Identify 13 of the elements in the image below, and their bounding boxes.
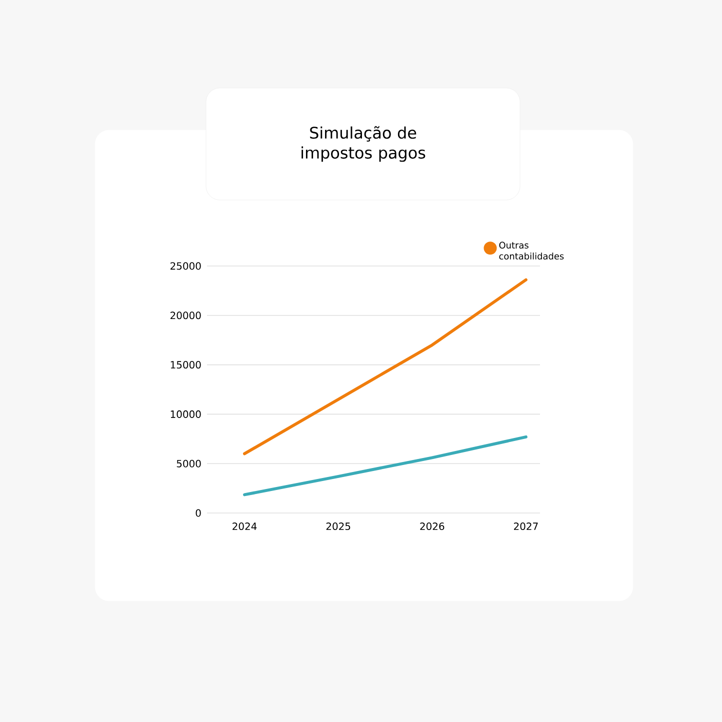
x-tick-label: 2026 [420, 522, 444, 530]
y-tick-label: 20000 [170, 312, 201, 320]
y-tick-label: 5000 [176, 460, 201, 468]
y-tick-label: 10000 [170, 410, 201, 418]
y-tick-label: 0 [196, 509, 201, 517]
line-series [243, 435, 528, 496]
x-tick-label: 2027 [514, 522, 538, 530]
chart-title: Simulação de impostos pagos [302, 126, 426, 162]
legend-label: Outras contabilidades [499, 242, 564, 260]
y-tick-label: 15000 [170, 361, 201, 369]
x-tick-label: 2025 [326, 522, 350, 530]
x-tick-label: 2024 [232, 522, 257, 530]
y-tick-label: 25000 [170, 262, 201, 270]
